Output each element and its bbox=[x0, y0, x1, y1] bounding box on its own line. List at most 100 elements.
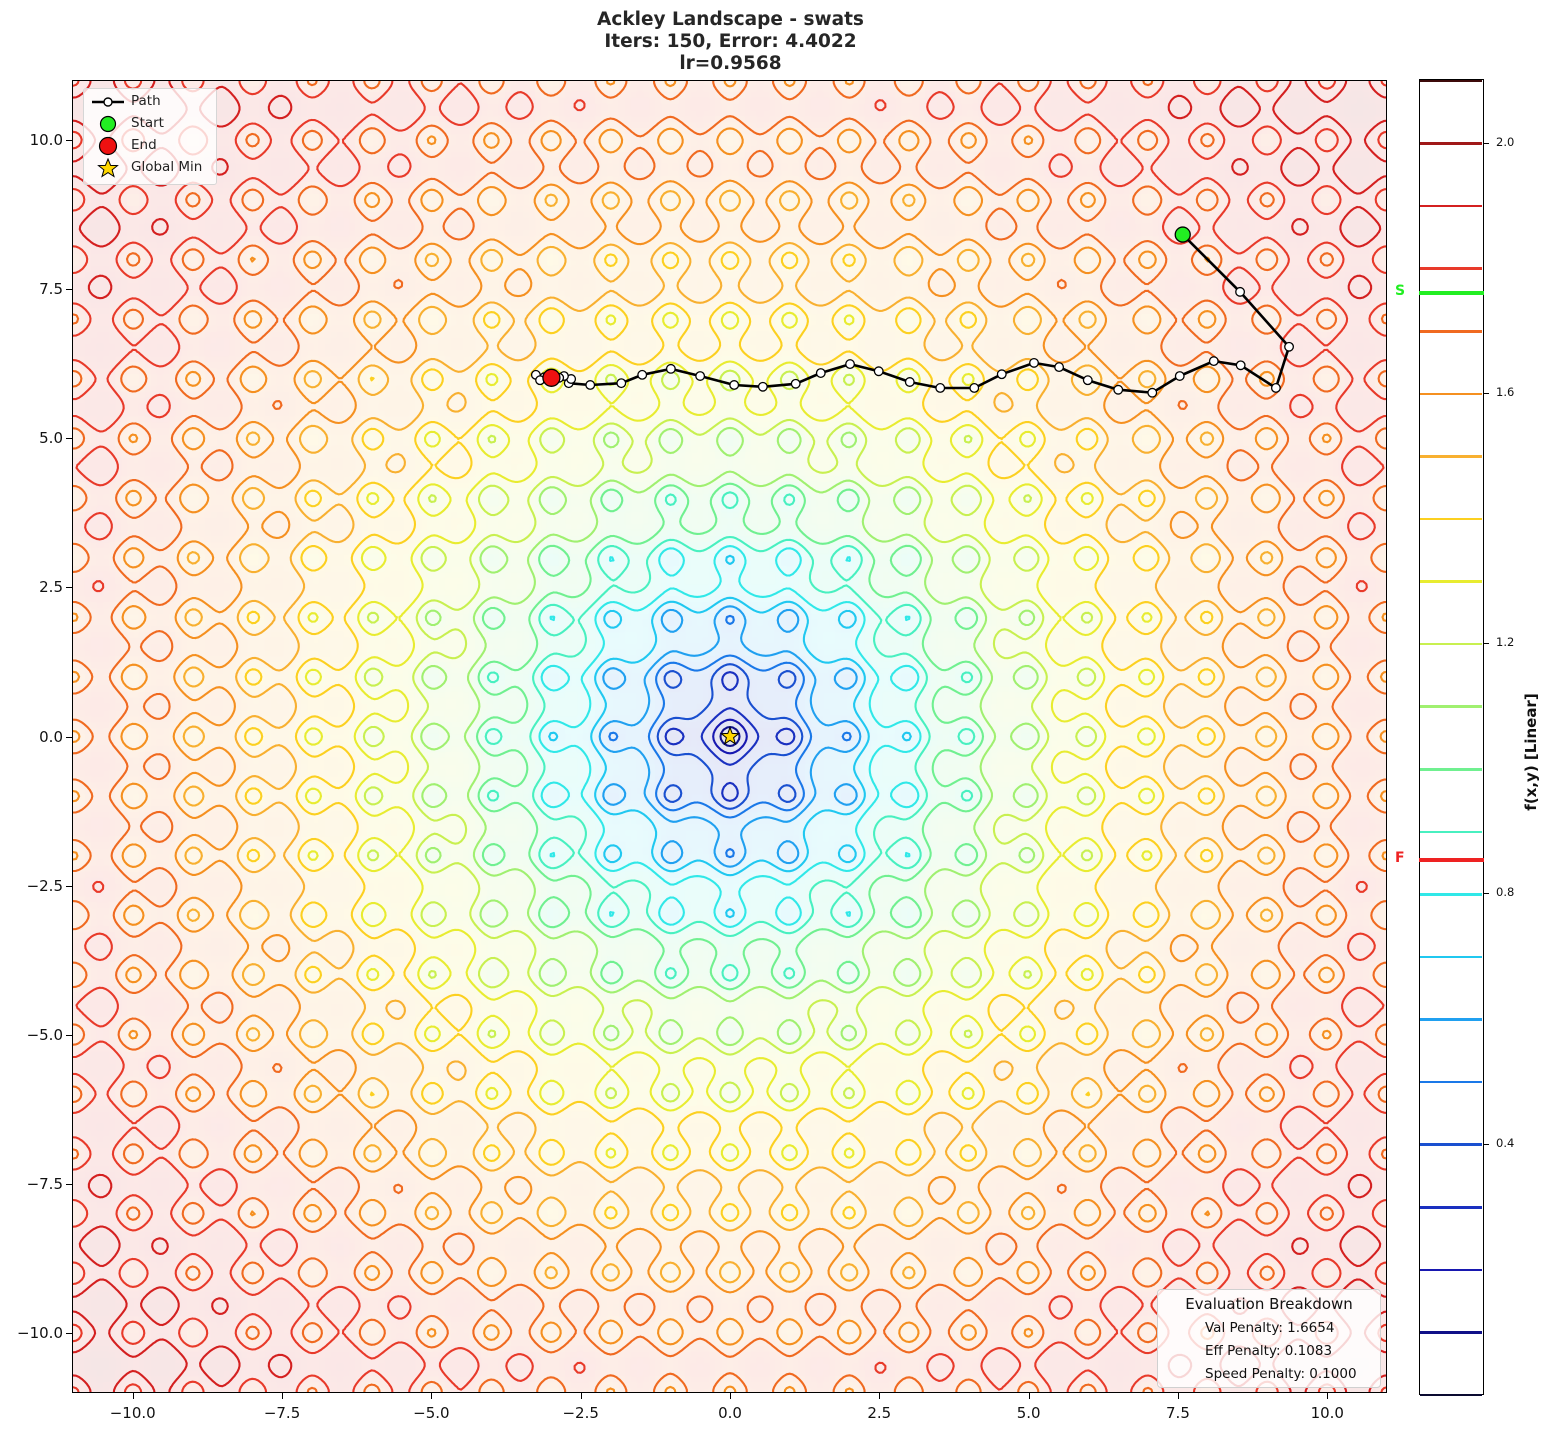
path-point-marker bbox=[815, 368, 826, 378]
start-marker bbox=[1174, 226, 1191, 243]
chart-title: Ackley Landscape - swats Iters: 150, Err… bbox=[0, 9, 1461, 75]
evaluation-breakdown-title: Evaluation Breakdown bbox=[1185, 1295, 1353, 1313]
path-point-marker bbox=[1174, 371, 1185, 381]
title-line-3: lr=0.9568 bbox=[679, 53, 782, 74]
x-tick-label: −7.5 bbox=[263, 1404, 301, 1422]
val-penalty: Val Penalty: 1.6654 bbox=[1205, 1320, 1335, 1336]
path-point-marker bbox=[873, 366, 884, 377]
end-marker bbox=[542, 368, 561, 387]
title-line-2: Iters: 150, Error: 4.4022 bbox=[604, 31, 857, 52]
colorbar-level-line bbox=[1420, 642, 1482, 646]
speed-penalty: Speed Penalty: 0.1000 bbox=[1205, 1366, 1357, 1382]
colorbar-level-line bbox=[1420, 893, 1482, 896]
path-point-marker bbox=[969, 383, 980, 393]
path-point-marker bbox=[695, 371, 706, 381]
path-point-marker bbox=[665, 363, 676, 374]
y-tick bbox=[66, 139, 72, 141]
y-tick-label: 5.0 bbox=[39, 429, 63, 448]
colorbar-level-line bbox=[1420, 330, 1482, 333]
y-tick-label: −5.0 bbox=[26, 1025, 63, 1044]
path-point-marker bbox=[1235, 286, 1246, 297]
colorbar-tick bbox=[1484, 643, 1489, 645]
path-line-icon bbox=[92, 97, 124, 107]
colorbar-marker-label: S bbox=[1395, 282, 1406, 299]
contour-level-0.9 bbox=[484, 491, 976, 982]
colorbar-tick-label: 0.8 bbox=[1496, 885, 1515, 900]
colorbar-level-line bbox=[1420, 1143, 1482, 1146]
contour-level-1.1 bbox=[420, 426, 1040, 1047]
contour-level-1.3 bbox=[304, 310, 1156, 1163]
colorbar-level-line bbox=[1420, 1393, 1482, 1397]
colorbar-level-line bbox=[1420, 517, 1482, 521]
colorbar-level-line bbox=[1420, 1080, 1482, 1084]
path-point-marker bbox=[1082, 375, 1093, 386]
path-point-marker bbox=[585, 380, 596, 390]
x-tick-label: −5.0 bbox=[413, 1404, 450, 1422]
y-tick-label: 0.0 bbox=[39, 727, 63, 746]
path-point-marker bbox=[757, 381, 768, 392]
path-point-marker bbox=[904, 377, 915, 387]
path-point-marker bbox=[1054, 362, 1065, 373]
contour-level-1.7 bbox=[73, 80, 1387, 1393]
star-icon bbox=[97, 158, 119, 178]
colorbar-level-line bbox=[1420, 267, 1482, 270]
contour-lines bbox=[73, 80, 1387, 1393]
x-tick bbox=[1028, 1393, 1030, 1399]
path-point-marker bbox=[1284, 341, 1294, 352]
path-point-marker bbox=[845, 359, 856, 370]
y-tick bbox=[66, 288, 72, 290]
colorbar-level-line bbox=[1420, 392, 1482, 396]
colorbar-tick bbox=[1484, 1143, 1489, 1145]
y-tick bbox=[66, 1184, 72, 1186]
contour-level-0.4 bbox=[656, 663, 804, 810]
x-tick bbox=[730, 1393, 731, 1399]
colorbar-tick-label: 1.2 bbox=[1496, 635, 1515, 650]
path-point-marker bbox=[996, 369, 1007, 380]
path-point-marker bbox=[1029, 357, 1039, 368]
colorbar-level-line bbox=[1420, 705, 1482, 708]
colorbar bbox=[1419, 79, 1484, 1397]
eff-penalty: Eff Penalty: 0.1083 bbox=[1205, 1343, 1333, 1359]
colorbar-tick bbox=[1484, 392, 1489, 394]
path-point-marker bbox=[616, 378, 627, 389]
x-tick-label: 2.5 bbox=[867, 1404, 892, 1422]
colorbar-marker-label: F bbox=[1395, 849, 1405, 866]
title-line-1: Ackley Landscape - swats bbox=[597, 9, 864, 30]
legend-entry-start: Start bbox=[84, 114, 216, 136]
y-tick-label: 7.5 bbox=[39, 279, 63, 298]
y-tick-label: −10.0 bbox=[17, 1324, 63, 1343]
legend-label: Global Min bbox=[131, 159, 203, 175]
path-point-marker bbox=[1270, 383, 1281, 393]
y-tick bbox=[66, 587, 72, 589]
y-tick bbox=[66, 885, 72, 887]
colorbar-level-line bbox=[1420, 1018, 1482, 1021]
x-tick bbox=[132, 1393, 134, 1399]
y-tick bbox=[66, 1333, 72, 1335]
legend-entry-end: End bbox=[84, 136, 216, 158]
y-tick-label: −2.5 bbox=[26, 876, 63, 895]
contour-level-0.3 bbox=[664, 671, 796, 802]
contour-level-0.6 bbox=[598, 605, 862, 868]
optimization-path-line bbox=[534, 233, 1291, 395]
contour-level-0.2 bbox=[712, 718, 748, 755]
path-point-marker bbox=[1147, 387, 1158, 398]
contour-level-1.0 bbox=[475, 482, 985, 991]
x-tick bbox=[879, 1393, 881, 1399]
colorbar-level-line bbox=[1420, 1268, 1482, 1272]
colorbar-level-line bbox=[1420, 830, 1482, 834]
contour-level-0.5 bbox=[608, 614, 852, 859]
x-tick-label: 0.0 bbox=[718, 1404, 742, 1422]
colorbar-level-line bbox=[1420, 204, 1482, 208]
colorbar-level-line bbox=[1420, 1331, 1482, 1334]
contour-level-1.6 bbox=[73, 80, 1387, 1393]
colorbar-tick-label: 2.0 bbox=[1496, 134, 1515, 149]
end-marker-icon bbox=[98, 136, 118, 156]
x-tick bbox=[580, 1393, 582, 1399]
contour-level-1.2 bbox=[362, 369, 1098, 1104]
legend: Path Start End Global Min bbox=[83, 88, 217, 185]
x-tick bbox=[431, 1393, 433, 1399]
x-tick-label: 7.5 bbox=[1166, 1404, 1190, 1422]
colorbar-tick bbox=[1484, 142, 1489, 144]
global-min-star-icon bbox=[720, 726, 740, 745]
colorbar-level-line bbox=[1420, 955, 1482, 959]
